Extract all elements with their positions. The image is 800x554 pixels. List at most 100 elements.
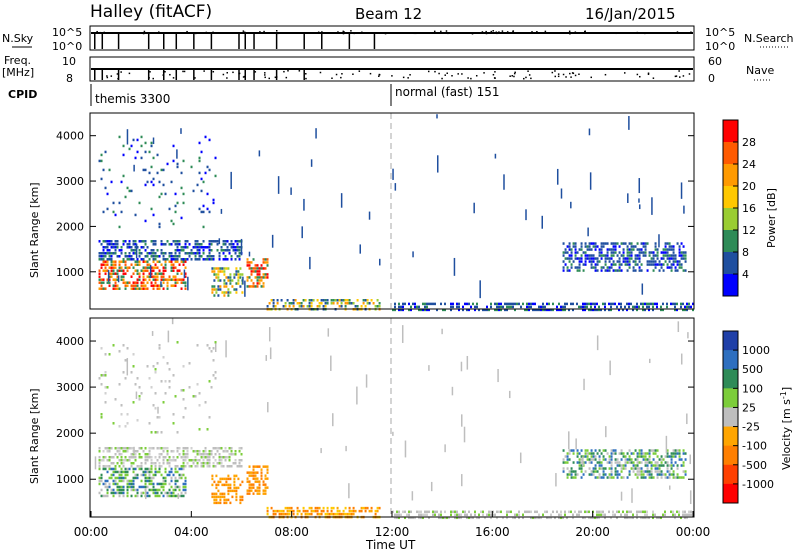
scatter-cell [428,302,430,306]
scatter-cell [144,219,147,223]
scatter-cell [144,461,147,465]
scatter-cell [225,267,228,270]
scatter-cell [144,240,147,243]
scatter-cell [104,401,107,404]
scatter-cell [562,467,565,470]
scatter-cell [100,255,103,258]
scatter-cell [588,257,591,260]
scatter-cell [266,264,269,267]
scatter-cell [610,248,613,251]
scatter-cell [666,464,669,467]
scatter-cell [114,213,117,217]
scatter-cell [580,248,583,251]
scatter-cell [219,267,222,270]
scatter-cell [184,272,187,275]
scatter-cell [252,282,255,285]
scatter-cell [134,243,137,246]
scatter-cell [122,275,125,278]
scatter-cell [170,494,173,498]
scatter-cell [122,449,125,453]
scatter-cell [592,308,594,312]
scatter-cell [678,510,680,514]
scatter-cell [108,467,111,471]
scatter-cell [239,495,242,499]
scatter-cell [118,485,121,489]
scatter-cell [650,467,653,470]
nave-label: Nave [746,64,774,77]
scatter-cell [478,513,480,517]
scatter-cell [646,461,649,464]
scatter-cell [672,452,675,455]
scatter-cell [132,485,135,489]
scatter-cell [506,516,508,520]
scatter-cell [152,240,155,243]
scatter-cell [170,266,173,269]
scatter-cell [142,266,145,269]
scatter-cell [156,491,159,495]
scatter-cell [176,246,179,249]
scatter-cell [124,473,127,477]
scatter-cell [114,249,117,252]
scatter-cell [136,246,139,249]
velocity-colorbar-label-main: Velocity [m s [780,399,793,470]
scatter-cell [630,257,633,260]
scatter-cell [606,251,609,254]
scatter-streak [677,321,680,333]
scatter-cell [318,506,321,510]
scatter-cell [622,308,624,312]
scatter-cell [266,465,269,468]
nave-dot [352,73,354,75]
scatter-cell [196,344,199,347]
scatter-cell [376,506,379,510]
scatter-cell [484,308,486,312]
scatter-cell [596,476,599,479]
scatter-cell [310,299,313,302]
scatter-cell [368,302,371,305]
scatter-cell [340,299,343,302]
colorbar-tick-label: 20 [742,180,756,193]
scatter-cell [154,255,157,258]
scatter-cell [608,260,611,263]
scatter-cell [464,302,466,306]
scatter-streak [436,114,438,119]
scatter-cell [220,446,223,450]
scatter-cell [138,386,141,389]
scatter-cell [678,476,681,479]
scatter-cell [112,422,115,425]
scatter-cell [126,446,129,450]
scatter-cell [114,281,117,284]
scatter-cell [648,254,651,257]
nave-dot [232,71,234,74]
scatter-cell [250,471,253,474]
scatter-cell [148,266,151,269]
scatter-cell [170,485,173,489]
scatter-cell [114,272,117,275]
scatter-cell [622,242,625,245]
scatter-cell [108,272,111,275]
scatter-cell [634,449,637,452]
scatter-cell [394,302,396,306]
scatter-cell [654,248,657,251]
scatter-cell [136,449,139,453]
scatter-cell [664,254,667,257]
scatter-cell [238,461,241,465]
scatter-cell [182,263,185,266]
scatter-cell [218,258,221,261]
scatter-cell [378,302,381,305]
scatter-cell [256,270,259,273]
scatter-cell [588,248,591,251]
scatter-cell [620,467,623,470]
scatter-cell [194,246,197,249]
scatter-cell [122,485,125,489]
scatter-cell [568,308,570,312]
scatter-cell [570,470,573,473]
scatter-cell [206,461,209,465]
scatter-cell [100,287,103,290]
scatter-cell [223,291,226,294]
nave-dot [162,74,164,76]
scatter-cell [600,461,603,464]
nave-dot [457,73,459,75]
scatter-cell [506,305,508,309]
scatter-cell [634,467,637,470]
scatter-cell [562,242,565,245]
